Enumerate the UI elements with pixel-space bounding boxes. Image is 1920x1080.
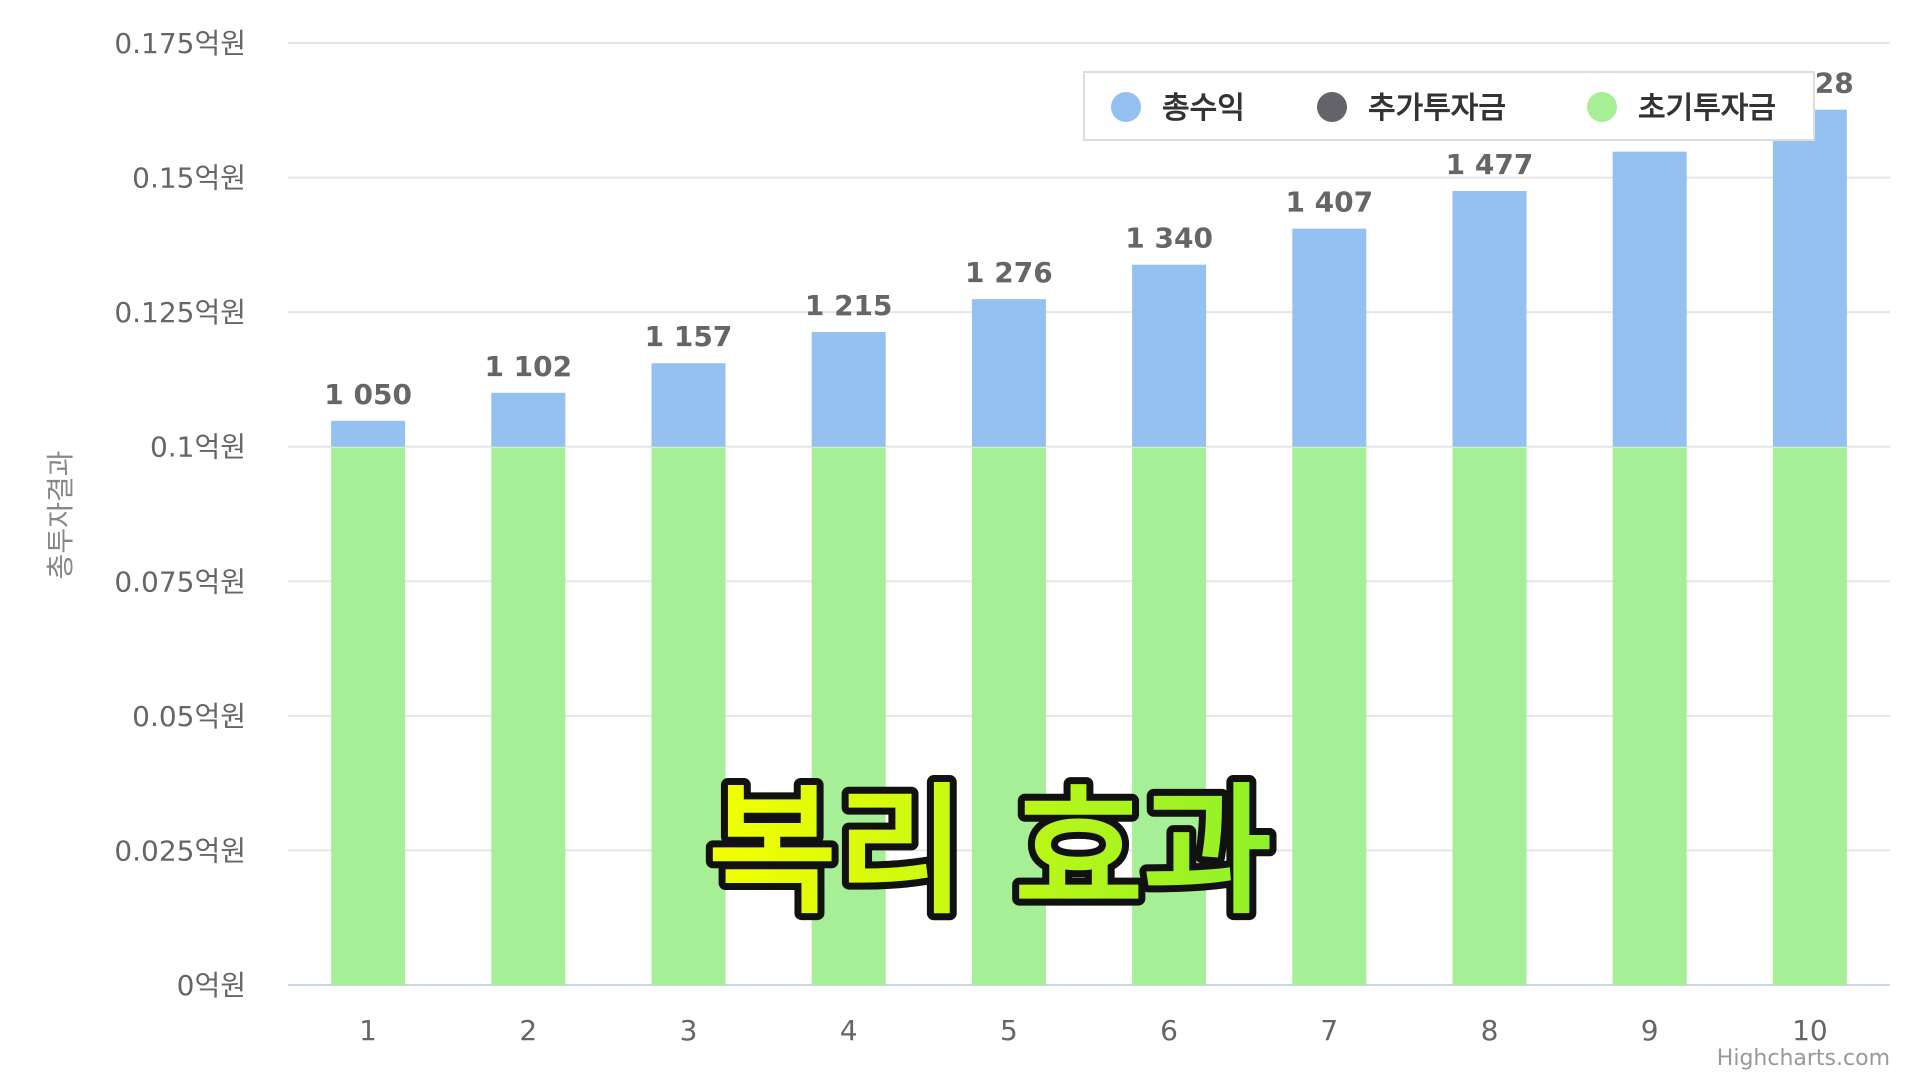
legend-marker bbox=[1317, 92, 1347, 122]
y-tick-label: 0.175억원 bbox=[114, 27, 246, 60]
y-tick-label: 0.1억원 bbox=[150, 431, 246, 464]
x-tick-label: 9 bbox=[1641, 1014, 1659, 1047]
stack-total-label: 1 215 bbox=[805, 289, 893, 322]
x-tick-label: 1 bbox=[359, 1014, 377, 1047]
bar-segment-초기투자금[interactable] bbox=[1132, 447, 1207, 985]
stack-total-label: 1 157 bbox=[645, 320, 733, 353]
y-tick-label: 0억원 bbox=[177, 969, 246, 1002]
y-axis-tick-labels: 0억원 0.025억원 0.05억원 0.075억원 0.1억원 0.125억원 0.15억… bbox=[114, 27, 246, 1002]
y-tick-label: 0.05억원 bbox=[132, 700, 246, 733]
bar-segment-총수익[interactable] bbox=[491, 392, 566, 447]
bar-segment-초기투자금[interactable] bbox=[811, 447, 886, 985]
stack-total-label: 1 340 bbox=[1125, 222, 1213, 255]
x-tick-label: 5 bbox=[1000, 1014, 1018, 1047]
bar-segment-총수익[interactable] bbox=[1612, 151, 1687, 447]
x-axis-tick-labels: 1 2 3 4 5 6 7 8 9 10 bbox=[359, 1014, 1828, 1047]
bar-segment-총수익[interactable] bbox=[651, 363, 726, 447]
legend-box bbox=[1083, 71, 1815, 141]
legend-label: 추가투자금 bbox=[1368, 91, 1506, 126]
bar-segment-초기투자금[interactable] bbox=[331, 447, 406, 985]
bar-segment-총수익[interactable] bbox=[331, 420, 406, 447]
x-tick-label: 7 bbox=[1320, 1014, 1338, 1047]
bar-segment-초기투자금[interactable] bbox=[1772, 447, 1847, 985]
bar-segment-총수익[interactable] bbox=[1772, 109, 1847, 447]
x-tick-label: 2 bbox=[519, 1014, 537, 1047]
stack-total-label: 1 276 bbox=[965, 256, 1053, 289]
bar-segment-총수익[interactable] bbox=[971, 299, 1046, 447]
legend-item[interactable]: 초기투자금 bbox=[1587, 91, 1776, 126]
legend-item[interactable]: 총수익 bbox=[1111, 91, 1245, 126]
stack-total-label: 1 050 bbox=[324, 378, 412, 411]
y-tick-label: 0.075억원 bbox=[114, 565, 246, 598]
x-tick-label: 3 bbox=[680, 1014, 698, 1047]
legend-marker bbox=[1111, 92, 1141, 122]
credits-link[interactable]: Highcharts.com bbox=[1717, 1046, 1890, 1071]
bar-segment-초기투자금[interactable] bbox=[491, 447, 566, 985]
stack-total-label: 1 102 bbox=[484, 350, 572, 383]
y-tick-label: 0.025억원 bbox=[114, 834, 246, 867]
legend-marker bbox=[1587, 92, 1617, 122]
x-tick-label: 4 bbox=[840, 1014, 858, 1047]
x-tick-label: 8 bbox=[1481, 1014, 1499, 1047]
bar-segment-총수익[interactable] bbox=[1452, 190, 1527, 447]
x-tick-label: 10 bbox=[1792, 1014, 1828, 1047]
bar-segment-총수익[interactable] bbox=[1292, 228, 1367, 447]
legend-item[interactable]: 추가투자금 bbox=[1317, 91, 1506, 126]
bar-segment-초기투자금[interactable] bbox=[1292, 447, 1367, 985]
stack-total-label: 1 477 bbox=[1446, 148, 1534, 181]
bar-segment-초기투자금[interactable] bbox=[1452, 447, 1527, 985]
y-axis-title: 총투자결과 bbox=[44, 451, 77, 580]
bar-segment-초기투자금[interactable] bbox=[1612, 447, 1687, 985]
overlay-title: 복리 효과 bbox=[708, 771, 1272, 934]
y-tick-label: 0.125억원 bbox=[114, 296, 246, 329]
legend-label: 초기투자금 bbox=[1638, 91, 1776, 126]
legend[interactable]: 총수익 추가투자금 초기투자금 bbox=[1083, 71, 1815, 141]
legend-label: 총수익 bbox=[1162, 91, 1245, 126]
stack-total-label: 1 407 bbox=[1285, 186, 1373, 219]
bar-series bbox=[331, 109, 1847, 985]
bar-segment-초기투자금[interactable] bbox=[651, 447, 726, 985]
stack-labels: 1 050 1 102 1 157 1 215 1 276 1 340 1 407 1 477… bbox=[324, 67, 1853, 411]
bar-segment-총수익[interactable] bbox=[811, 331, 886, 447]
x-tick-label: 6 bbox=[1160, 1014, 1178, 1047]
y-tick-label: 0.15억원 bbox=[132, 162, 246, 195]
bar-segment-총수익[interactable] bbox=[1132, 264, 1207, 447]
bar-segment-초기투자금[interactable] bbox=[971, 447, 1046, 985]
